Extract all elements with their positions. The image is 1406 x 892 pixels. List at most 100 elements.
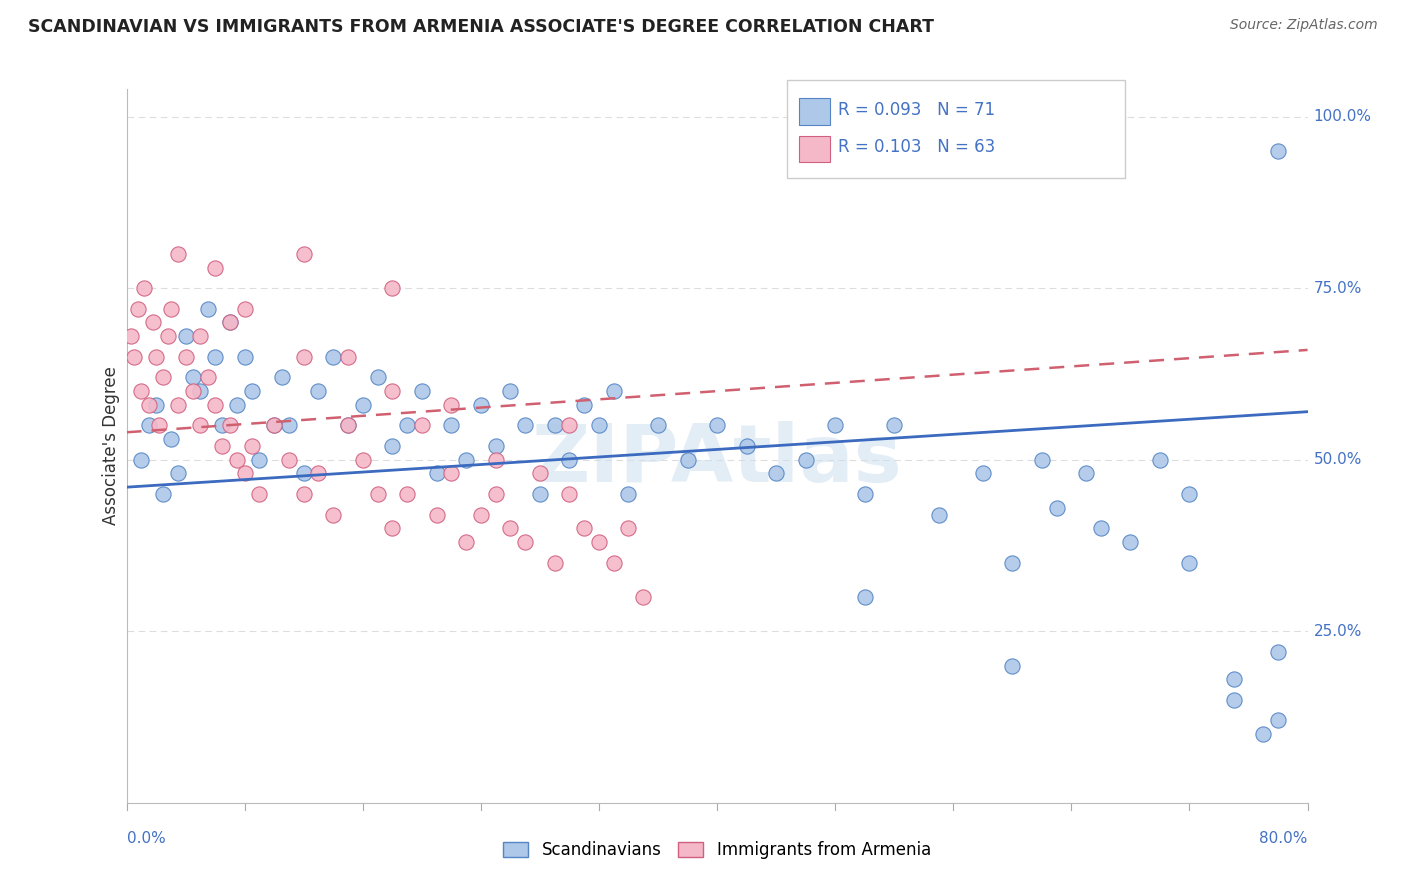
Point xyxy=(396,487,419,501)
Point xyxy=(558,487,581,501)
Point xyxy=(824,418,846,433)
Point xyxy=(226,452,249,467)
Point xyxy=(543,556,565,570)
Text: Source: ZipAtlas.com: Source: ZipAtlas.com xyxy=(1230,18,1378,32)
Point xyxy=(145,350,167,364)
Text: ZIPAtlas: ZIPAtlas xyxy=(531,421,903,500)
Point xyxy=(174,350,197,364)
Point xyxy=(181,384,204,398)
Point xyxy=(122,350,145,364)
Point xyxy=(152,370,174,384)
Point xyxy=(529,487,551,501)
Point xyxy=(574,398,596,412)
Point xyxy=(853,590,876,604)
Point xyxy=(1267,645,1289,659)
Point xyxy=(240,384,263,398)
Point xyxy=(515,418,537,433)
Point xyxy=(218,316,242,330)
Point xyxy=(181,370,204,384)
Point xyxy=(1001,556,1024,570)
Point xyxy=(366,487,388,501)
Point xyxy=(233,350,256,364)
Point xyxy=(188,384,211,398)
Point xyxy=(484,452,508,467)
Text: R = 0.103   N = 63: R = 0.103 N = 63 xyxy=(838,138,995,156)
Text: R = 0.093   N = 71: R = 0.093 N = 71 xyxy=(838,101,995,119)
Text: 0.0%: 0.0% xyxy=(127,831,166,847)
Point xyxy=(247,452,270,467)
Point xyxy=(292,247,315,261)
Point xyxy=(633,590,655,604)
Point xyxy=(515,535,537,549)
Point xyxy=(211,439,233,453)
Point xyxy=(337,418,360,433)
Point xyxy=(204,398,226,412)
Point xyxy=(197,301,219,316)
Point xyxy=(1251,727,1274,741)
Point xyxy=(574,521,596,535)
Point xyxy=(188,418,211,433)
Point xyxy=(972,467,994,481)
Point xyxy=(440,467,463,481)
Point xyxy=(1267,144,1289,158)
Point xyxy=(425,467,447,481)
Point xyxy=(145,398,167,412)
Point xyxy=(204,260,226,275)
Point xyxy=(1119,535,1142,549)
Text: 100.0%: 100.0% xyxy=(1313,109,1371,124)
Point xyxy=(142,316,165,330)
Point xyxy=(381,439,404,453)
Point xyxy=(292,467,315,481)
Point xyxy=(588,535,610,549)
Point xyxy=(129,384,153,398)
Point xyxy=(440,418,463,433)
Point xyxy=(148,418,170,433)
Point xyxy=(647,418,669,433)
Point xyxy=(307,384,329,398)
Point xyxy=(588,418,610,433)
Point xyxy=(138,398,160,412)
Text: 50.0%: 50.0% xyxy=(1313,452,1362,467)
Point xyxy=(218,316,242,330)
Point xyxy=(1045,500,1069,515)
Legend: Scandinavians, Immigrants from Armenia: Scandinavians, Immigrants from Armenia xyxy=(496,835,938,866)
Point xyxy=(1031,452,1053,467)
Point xyxy=(853,487,876,501)
Point xyxy=(197,370,219,384)
Point xyxy=(425,508,447,522)
Point xyxy=(352,452,374,467)
Point xyxy=(152,487,174,501)
Point xyxy=(735,439,758,453)
Point xyxy=(928,508,950,522)
Point xyxy=(218,418,242,433)
Point xyxy=(529,467,551,481)
Point xyxy=(263,418,285,433)
Point xyxy=(307,467,329,481)
Point xyxy=(160,301,183,316)
Point xyxy=(470,508,492,522)
Point xyxy=(174,329,197,343)
Point xyxy=(411,418,433,433)
Point xyxy=(484,487,508,501)
Point xyxy=(1178,487,1201,501)
Point xyxy=(337,418,360,433)
Point xyxy=(322,508,344,522)
Point xyxy=(156,329,179,343)
Point xyxy=(1222,693,1246,707)
Point xyxy=(292,487,315,501)
Point xyxy=(120,329,142,343)
Text: 25.0%: 25.0% xyxy=(1313,624,1362,639)
Point xyxy=(134,281,156,295)
Text: SCANDINAVIAN VS IMMIGRANTS FROM ARMENIA ASSOCIATE'S DEGREE CORRELATION CHART: SCANDINAVIAN VS IMMIGRANTS FROM ARMENIA … xyxy=(28,18,934,36)
Point xyxy=(1090,521,1112,535)
Point xyxy=(240,439,263,453)
Point xyxy=(381,521,404,535)
Point xyxy=(1267,714,1289,728)
Point xyxy=(440,398,463,412)
Point xyxy=(188,329,211,343)
Point xyxy=(706,418,728,433)
Point xyxy=(499,521,522,535)
Point xyxy=(499,384,522,398)
Point xyxy=(127,301,149,316)
Point xyxy=(278,452,301,467)
